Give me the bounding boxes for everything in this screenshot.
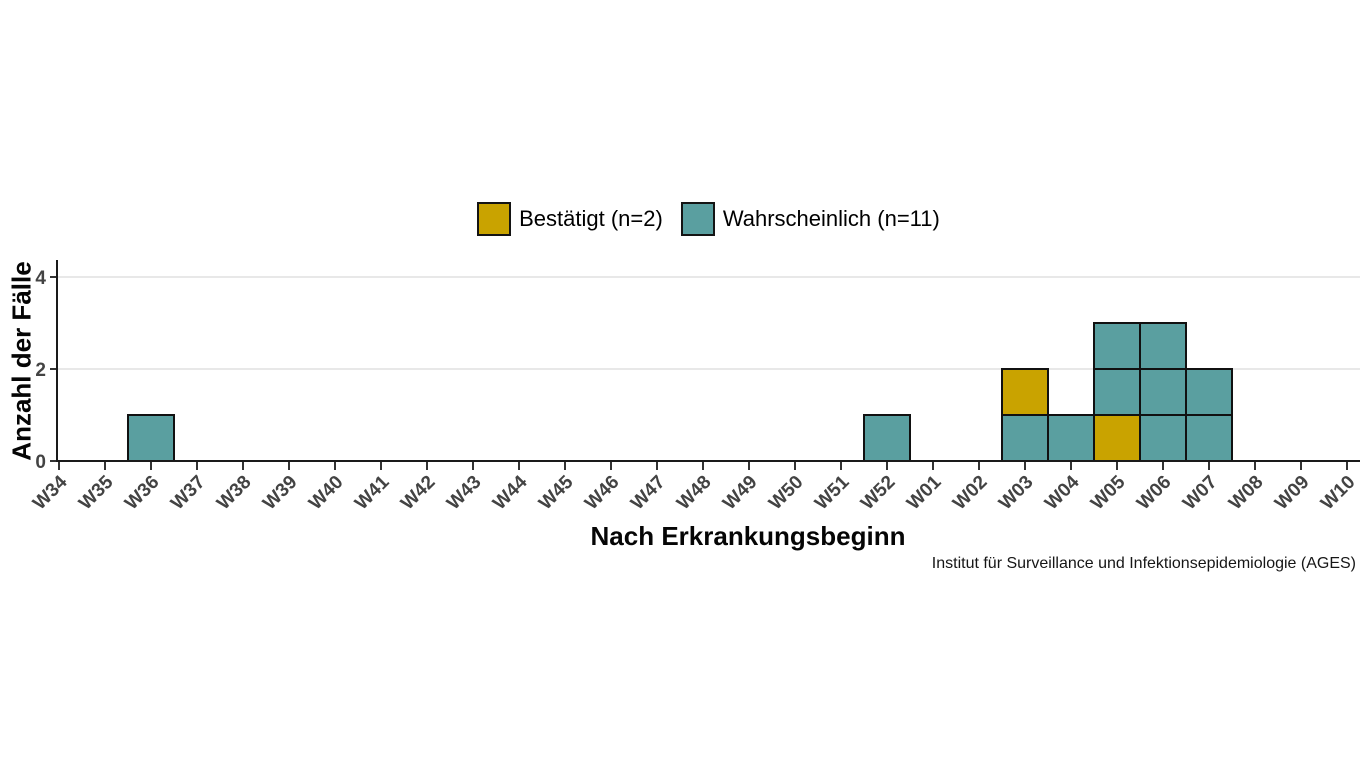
x-tick-label: W09 [1271, 472, 1313, 514]
x-tick-label: W42 [397, 472, 439, 514]
x-tick-label: W38 [213, 472, 255, 514]
y-axis-title: Anzahl der Fälle [6, 261, 37, 461]
case-block-wahrscheinlich [863, 414, 911, 462]
x-tick-label: W37 [167, 472, 209, 514]
x-tick-label: W04 [1041, 471, 1084, 514]
legend-label-wahrscheinlich: Wahrscheinlich (n=11) [722, 206, 940, 231]
x-tick-label: W06 [1133, 472, 1175, 514]
legend-item-bestaetigt: Bestätigt (n=2) [477, 202, 663, 236]
legend-label-bestaetigt: Bestätigt (n=2) [519, 206, 663, 231]
x-tick-label: W39 [259, 472, 301, 514]
case-block-wahrscheinlich [1001, 414, 1049, 462]
case-block-bestaetigt [1001, 368, 1049, 416]
x-tick-label: W47 [627, 472, 669, 514]
case-block-wahrscheinlich [1139, 322, 1187, 370]
x-tick-label: W46 [581, 472, 623, 514]
x-tick-label: W44 [489, 471, 532, 514]
legend-swatch-bestaetigt [477, 202, 512, 236]
x-tick-label: W45 [535, 471, 578, 514]
x-tick-label: W03 [995, 472, 1037, 514]
x-tick-label: W02 [949, 472, 991, 514]
x-tick-label: W51 [811, 471, 854, 514]
x-axis-title: Nach Erkrankungsbeginn [590, 521, 906, 551]
x-tick-label: W43 [443, 472, 485, 514]
y-tick-label: 2 [35, 360, 46, 381]
case-block-wahrscheinlich [1185, 368, 1233, 416]
case-block-wahrscheinlich [1139, 368, 1187, 416]
case-block-wahrscheinlich [1139, 414, 1187, 462]
x-tick-label: W34 [29, 471, 72, 514]
x-tick-label: W36 [121, 472, 163, 514]
x-tick-label: W10 [1317, 472, 1359, 514]
legend-item-wahrscheinlich: Wahrscheinlich (n=11) [680, 202, 940, 236]
x-tick-label: W08 [1225, 472, 1267, 514]
x-tick-label: W40 [305, 472, 347, 514]
chart-legend: Bestätigt (n=2) Wahrscheinlich (n=11) [57, 202, 1360, 236]
x-tick-label: W49 [719, 472, 761, 514]
y-tick-label: 0 [35, 452, 46, 473]
case-block-wahrscheinlich [1093, 368, 1141, 416]
case-block-wahrscheinlich [127, 414, 175, 462]
x-tick-label: W48 [673, 472, 715, 514]
x-tick-label: W35 [75, 471, 118, 514]
x-tick-label: W01 [903, 471, 946, 514]
case-block-bestaetigt [1093, 414, 1141, 462]
case-block-wahrscheinlich [1185, 414, 1233, 462]
x-tick-label: W50 [765, 472, 807, 514]
legend-swatch-wahrscheinlich [680, 202, 715, 236]
source-credit: Institut für Surveillance und Infektions… [931, 555, 1356, 572]
x-tick-label: W41 [351, 471, 394, 514]
x-tick-label: W52 [857, 472, 899, 514]
case-block-wahrscheinlich [1047, 414, 1095, 462]
x-tick-label: W07 [1179, 472, 1221, 514]
x-tick-label: W05 [1087, 471, 1130, 514]
case-block-wahrscheinlich [1093, 322, 1141, 370]
y-tick-label: 4 [35, 268, 46, 289]
